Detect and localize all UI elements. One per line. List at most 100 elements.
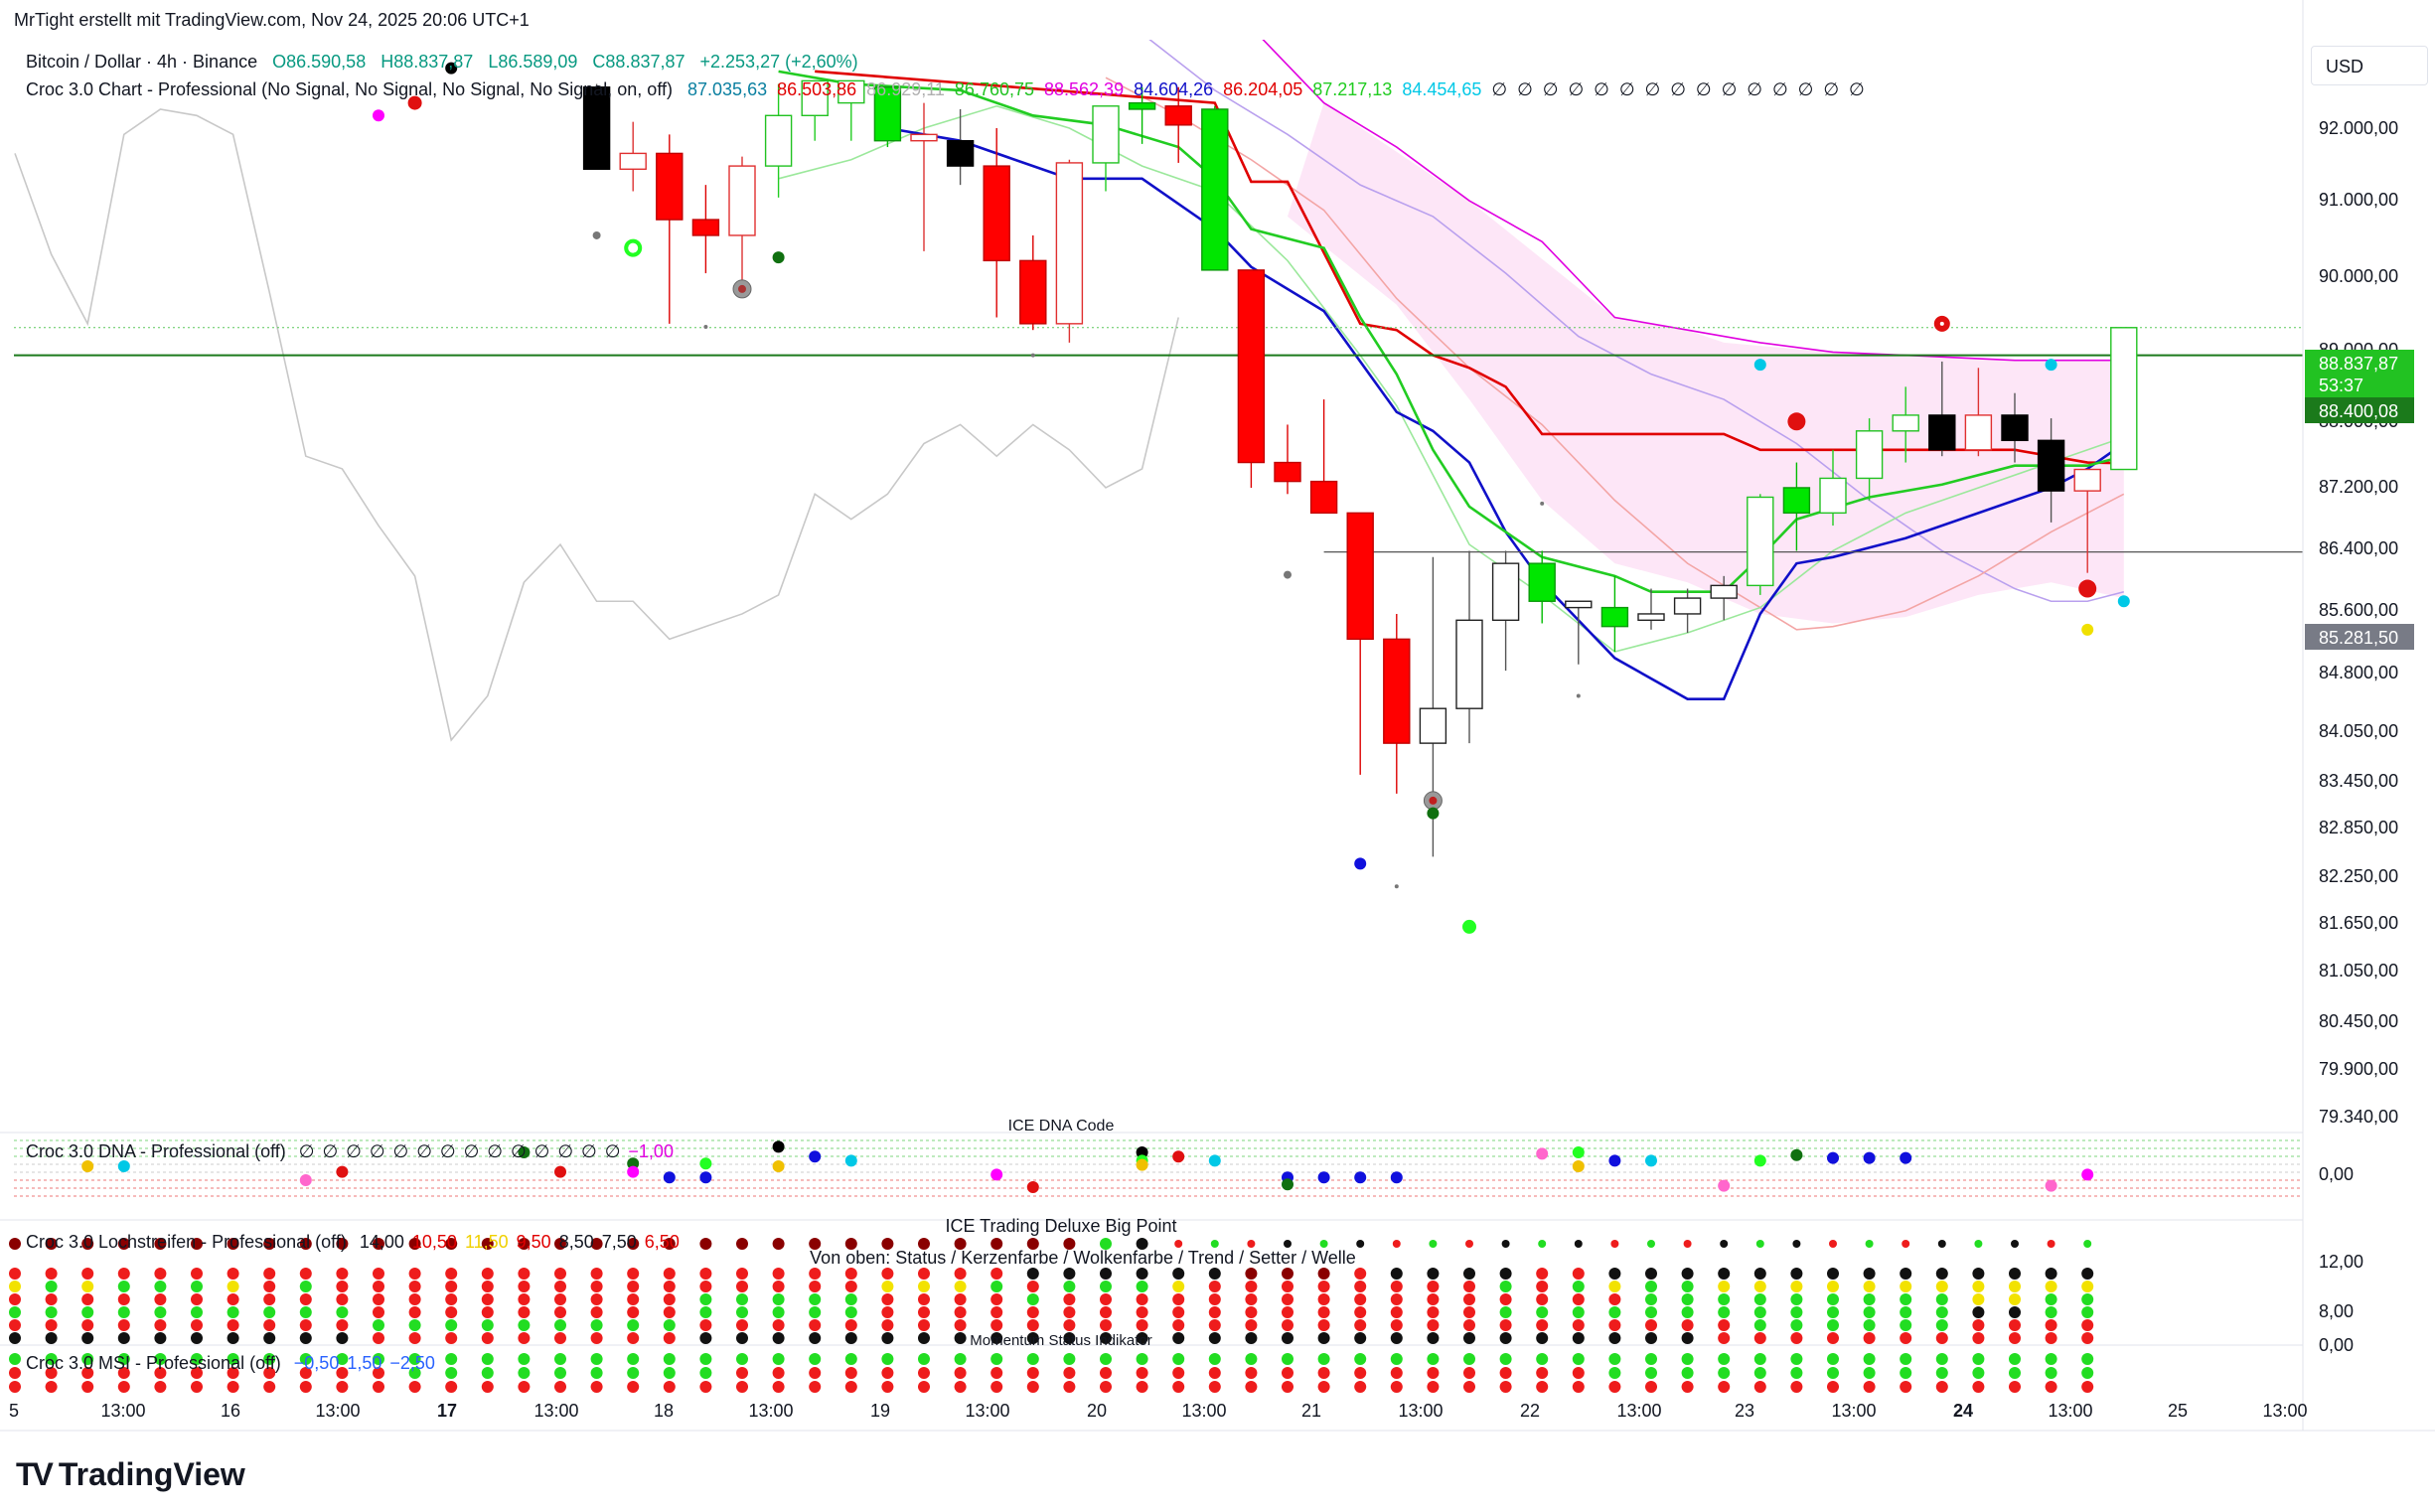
msi-dot	[1427, 1367, 1440, 1379]
croc-chart-value: 87.217,13	[1312, 79, 1393, 99]
kijun-line	[887, 126, 2125, 700]
croc-chart-empty-value: ∅	[1542, 79, 1559, 99]
lochstreifen-status-dot	[990, 1238, 1003, 1250]
lochstreifen-dot	[1499, 1306, 1512, 1318]
lochstreifen-dot	[1536, 1281, 1549, 1292]
lochstreifen-dot	[191, 1332, 203, 1344]
candle-body	[1128, 101, 1156, 110]
croc-chart-empty-value: ∅	[1797, 79, 1814, 99]
lochstreifen-dot	[1317, 1281, 1330, 1292]
lochstreifen-dot	[1718, 1319, 1731, 1331]
candle-body	[1201, 108, 1229, 271]
signal-dot	[2117, 595, 2130, 608]
lochstreifen-dot	[117, 1332, 130, 1344]
lochstreifen-dot	[1863, 1319, 1876, 1331]
lochstreifen-dot	[1753, 1306, 1766, 1318]
msi-dot	[1208, 1367, 1221, 1379]
msi-dot	[1900, 1353, 1912, 1365]
lochstreifen-status-dot	[954, 1238, 967, 1250]
croc-chart-empty-value: ∅	[1618, 79, 1635, 99]
lochstreifen-dot	[2009, 1332, 2021, 1344]
msi-dot	[299, 1353, 312, 1365]
dna-dot	[299, 1174, 312, 1186]
tradingview-mark-icon: TV	[16, 1456, 54, 1492]
msi-dot	[2081, 1367, 2094, 1379]
lochstreifen-dot	[299, 1319, 312, 1331]
lochstreifen-dot	[1390, 1281, 1403, 1292]
lochstreifen-dot	[445, 1332, 458, 1344]
lochstreifen-dot	[990, 1332, 1003, 1344]
lochstreifen-dot	[1900, 1332, 1912, 1344]
marked-price-label-bg	[2305, 624, 2414, 650]
dna-empty-value: ∅	[416, 1141, 432, 1161]
msi-dot	[445, 1381, 458, 1393]
lochstreifen-dot	[1608, 1268, 1621, 1280]
lochstreifen-dot	[918, 1319, 930, 1331]
msi-dot	[9, 1367, 21, 1379]
msi-dot	[918, 1381, 930, 1393]
lochstreifen-status-dot	[1647, 1240, 1655, 1248]
lochstreifen-dot	[1935, 1281, 1948, 1292]
lochstreifen-dot	[117, 1306, 130, 1318]
msi-dot	[954, 1353, 967, 1365]
msi-value: −0,50	[293, 1353, 340, 1373]
lochstreifen-dot	[1063, 1332, 1076, 1344]
tradingview-logo[interactable]: TV TradingView	[16, 1456, 245, 1493]
msi-dot	[1681, 1353, 1694, 1365]
lochstreifen-status-dot	[408, 1238, 421, 1250]
lochstreifen-dot	[1100, 1332, 1112, 1344]
lochstreifen-dot	[554, 1319, 566, 1331]
msi-dot	[445, 1367, 458, 1379]
lochstreifen-dot	[699, 1281, 712, 1292]
lochstreifen-status-dot	[627, 1238, 640, 1250]
lochstreifen-dot	[1463, 1332, 1475, 1344]
msi-dot	[627, 1367, 640, 1379]
time-tick-label: 19	[870, 1401, 890, 1421]
dna-dot	[1863, 1151, 1876, 1164]
dna-empty-value: ∅	[439, 1141, 456, 1161]
croc-chart-empty-value: ∅	[1823, 79, 1840, 99]
lochstreifen-dot	[554, 1268, 566, 1280]
lochstreifen-dot	[1935, 1268, 1948, 1280]
lochstreifen-dot	[1753, 1293, 1766, 1305]
dna-empty-value: ∅	[557, 1141, 574, 1161]
lochstreifen-dot	[9, 1293, 21, 1305]
candle-body	[619, 152, 647, 170]
lochstreifen-status-dot	[1610, 1240, 1619, 1248]
lochstreifen-dot	[590, 1319, 603, 1331]
msi-dot	[227, 1353, 239, 1365]
candle-body	[1164, 105, 1192, 126]
msi-dot	[663, 1381, 676, 1393]
lochstreifen-dot	[990, 1293, 1003, 1305]
msi-dot	[1026, 1367, 1039, 1379]
msi-dot	[699, 1381, 712, 1393]
lochstreifen-dot	[918, 1306, 930, 1318]
msi-dot	[844, 1367, 857, 1379]
msi-dot	[1354, 1367, 1367, 1379]
candle-body	[1710, 584, 1738, 599]
lochstreifen-dot	[191, 1293, 203, 1305]
lochstreifen-dot	[954, 1332, 967, 1344]
lochstreifen-dot	[518, 1332, 531, 1344]
lochstreifen-dot	[2081, 1293, 2094, 1305]
lochstreifen-dot	[590, 1268, 603, 1280]
lochstreifen-dot	[481, 1293, 494, 1305]
lochstreifen-status-dot	[81, 1238, 94, 1250]
msi-dot	[1390, 1353, 1403, 1365]
lochstreifen-dot	[2045, 1281, 2057, 1292]
lochstreifen-status-dot	[1392, 1240, 1401, 1248]
candle-body	[1309, 480, 1338, 515]
signal-dot	[1462, 919, 1476, 934]
lochstreifen-dot	[2045, 1268, 2057, 1280]
lochstreifen-status-dot	[2011, 1240, 2019, 1248]
lochstreifen-dot	[1208, 1281, 1221, 1292]
signal-dot	[2078, 579, 2097, 598]
dna-pane-label: Croc 3.0 DNA - Professional (off) ∅ ∅ ∅ ∅ ∅ ∅…	[26, 1141, 689, 1162]
currency-button[interactable]: USD	[2311, 46, 2428, 85]
lochstreifen-dot	[2045, 1293, 2057, 1305]
lochstreifen-dot	[1317, 1319, 1330, 1331]
lochstreifen-dot	[518, 1293, 531, 1305]
msi-dot	[1499, 1367, 1512, 1379]
lochstreifen-status-dot	[9, 1238, 21, 1250]
